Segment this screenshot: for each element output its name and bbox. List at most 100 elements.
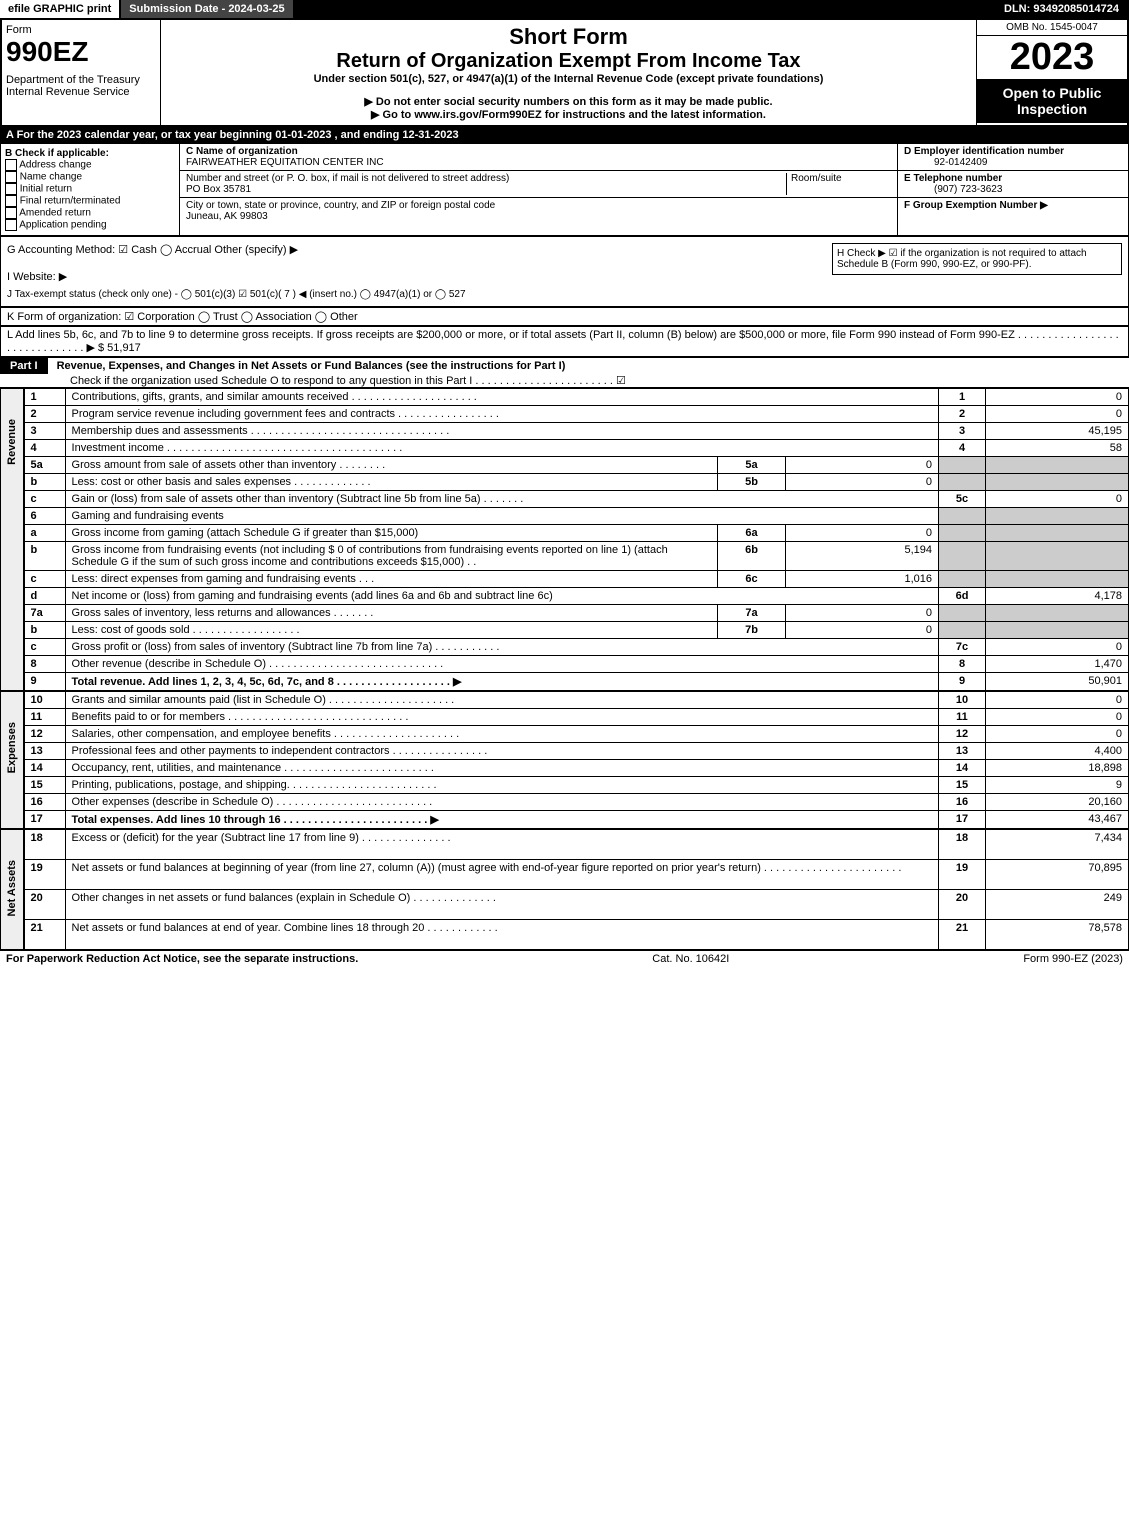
section-bcdef: B Check if applicable: Address change Na…: [0, 143, 1129, 236]
line-6c: cLess: direct expenses from gaming and f…: [24, 571, 1128, 588]
row-k-form-org: K Form of organization: ☑ Corporation ◯ …: [0, 307, 1129, 326]
e-phone: E Telephone number (907) 723-3623: [898, 171, 1128, 198]
city-label: City or town, state or province, country…: [186, 200, 495, 211]
line-12: 12Salaries, other compensation, and empl…: [24, 726, 1128, 743]
line-14: 14Occupancy, rent, utilities, and mainte…: [24, 760, 1128, 777]
revenue-table: 1Contributions, gifts, grants, and simil…: [24, 388, 1129, 691]
line-6: 6Gaming and fundraising events: [24, 508, 1128, 525]
sidebar-netassets: Net Assets: [0, 829, 24, 950]
footer-catno: Cat. No. 10642I: [652, 953, 729, 965]
chk-amended-return[interactable]: Amended return: [5, 207, 175, 219]
open-to-public: Open to Public Inspection: [977, 79, 1127, 123]
line-4: 4Investment income . . . . . . . . . . .…: [24, 440, 1128, 457]
form-number: 990EZ: [6, 36, 156, 68]
netassets-table: 18Excess or (deficit) for the year (Subt…: [24, 829, 1129, 950]
part1-check: Check if the organization used Schedule …: [0, 375, 626, 387]
line-11: 11Benefits paid to or for members . . . …: [24, 709, 1128, 726]
part1-title: Revenue, Expenses, and Changes in Net As…: [51, 358, 572, 374]
line-7b: bLess: cost of goods sold . . . . . . . …: [24, 622, 1128, 639]
line-2: 2Program service revenue including gover…: [24, 406, 1128, 423]
part1-bar: Part I: [0, 358, 48, 374]
street-value: PO Box 35781: [186, 184, 251, 195]
line-1: 1Contributions, gifts, grants, and simil…: [24, 389, 1128, 406]
omb-number: OMB No. 1545-0047: [977, 20, 1127, 36]
line-6d: dNet income or (loss) from gaming and fu…: [24, 588, 1128, 605]
d-label: D Employer identification number: [904, 146, 1064, 157]
line-19: 19Net assets or fund balances at beginni…: [24, 860, 1128, 890]
line-15: 15Printing, publications, postage, and s…: [24, 777, 1128, 794]
col-def: D Employer identification number 92-0142…: [897, 144, 1128, 235]
note-ssn: ▶ Do not enter social security numbers o…: [165, 95, 972, 108]
submission-date: Submission Date - 2024-03-25: [121, 0, 294, 18]
c-city-row: City or town, state or province, country…: [180, 198, 897, 224]
street-label: Number and street (or P. O. box, if mail…: [186, 173, 509, 184]
sidebar-revenue: Revenue: [0, 388, 24, 691]
line-8: 8Other revenue (describe in Schedule O) …: [24, 656, 1128, 673]
form-header: Form 990EZ Department of the Treasury In…: [0, 18, 1129, 127]
line-5b: bLess: cost or other basis and sales exp…: [24, 474, 1128, 491]
chk-address-change[interactable]: Address change: [5, 159, 175, 171]
section-ghijk: G Accounting Method: ☑ Cash ◯ Accrual Ot…: [0, 236, 1129, 307]
row-a-period: A For the 2023 calendar year, or tax yea…: [0, 127, 1129, 143]
header-left: Form 990EZ Department of the Treasury In…: [2, 20, 161, 125]
c-name-row: C Name of organization FAIRWEATHER EQUIT…: [180, 144, 897, 171]
line-21: 21Net assets or fund balances at end of …: [24, 920, 1128, 950]
line-18: 18Excess or (deficit) for the year (Subt…: [24, 830, 1128, 860]
room-label: Room/suite: [791, 173, 842, 184]
line-6b: bGross income from fundraising events (n…: [24, 542, 1128, 571]
d-value: 92-0142409: [904, 157, 987, 168]
form-word: Form: [6, 24, 156, 36]
f-label: F Group Exemption Number ▶: [904, 200, 1048, 211]
page-footer: For Paperwork Reduction Act Notice, see …: [0, 950, 1129, 967]
line-9: 9Total revenue. Add lines 1, 2, 3, 4, 5c…: [24, 673, 1128, 691]
b-label: B Check if applicable:: [5, 148, 175, 159]
topbar: efile GRAPHIC print Submission Date - 20…: [0, 0, 1129, 18]
chk-initial-return[interactable]: Initial return: [5, 183, 175, 195]
line-7a: 7aGross sales of inventory, less returns…: [24, 605, 1128, 622]
department: Department of the Treasury: [6, 74, 156, 86]
expenses-section: Expenses 10Grants and similar amounts pa…: [0, 691, 1129, 829]
c-street-row: Number and street (or P. O. box, if mail…: [180, 171, 897, 198]
col-c-org: C Name of organization FAIRWEATHER EQUIT…: [180, 144, 897, 235]
irs: Internal Revenue Service: [6, 86, 156, 98]
revenue-section: Revenue 1Contributions, gifts, grants, a…: [0, 388, 1129, 691]
line-6a: aGross income from gaming (attach Schedu…: [24, 525, 1128, 542]
line-16: 16Other expenses (describe in Schedule O…: [24, 794, 1128, 811]
e-label: E Telephone number: [904, 173, 1002, 184]
e-value: (907) 723-3623: [904, 184, 1002, 195]
title-return: Return of Organization Exempt From Incom…: [165, 50, 972, 73]
line-3: 3Membership dues and assessments . . . .…: [24, 423, 1128, 440]
org-name: FAIRWEATHER EQUITATION CENTER INC: [186, 157, 384, 168]
line-5c: cGain or (loss) from sale of assets othe…: [24, 491, 1128, 508]
line-17: 17Total expenses. Add lines 10 through 1…: [24, 811, 1128, 829]
tax-year: 2023: [977, 36, 1127, 79]
dln-number: DLN: 93492085014724: [996, 0, 1129, 18]
expenses-table: 10Grants and similar amounts paid (list …: [24, 691, 1129, 829]
chk-name-change[interactable]: Name change: [5, 171, 175, 183]
note-url[interactable]: ▶ Go to www.irs.gov/Form990EZ for instru…: [165, 108, 972, 121]
subtitle-section: Under section 501(c), 527, or 4947(a)(1)…: [165, 73, 972, 85]
header-center: Short Form Return of Organization Exempt…: [161, 20, 976, 125]
line-20: 20Other changes in net assets or fund ba…: [24, 890, 1128, 920]
netassets-section: Net Assets 18Excess or (deficit) for the…: [0, 829, 1129, 950]
footer-paperwork: For Paperwork Reduction Act Notice, see …: [6, 953, 358, 965]
line-10: 10Grants and similar amounts paid (list …: [24, 692, 1128, 709]
row-l-gross-receipts: L Add lines 5b, 6c, and 7b to line 9 to …: [0, 326, 1129, 357]
row-j-tax-exempt: J Tax-exempt status (check only one) - ◯…: [7, 289, 1122, 300]
col-b-checkboxes: B Check if applicable: Address change Na…: [1, 144, 180, 235]
line-5a: 5aGross amount from sale of assets other…: [24, 457, 1128, 474]
chk-final-return[interactable]: Final return/terminated: [5, 195, 175, 207]
city-value: Juneau, AK 99803: [186, 211, 268, 222]
line-7c: cGross profit or (loss) from sales of in…: [24, 639, 1128, 656]
line-13: 13Professional fees and other payments t…: [24, 743, 1128, 760]
chk-application-pending[interactable]: Application pending: [5, 219, 175, 231]
c-name-label: C Name of organization: [186, 146, 298, 157]
d-ein: D Employer identification number 92-0142…: [898, 144, 1128, 171]
part1-header: Part I Revenue, Expenses, and Changes in…: [0, 357, 1129, 388]
header-right: OMB No. 1545-0047 2023 Open to Public In…: [976, 20, 1127, 125]
title-short-form: Short Form: [165, 24, 972, 50]
row-h-schedule-b: H Check ▶ ☑ if the organization is not r…: [832, 243, 1122, 275]
f-group: F Group Exemption Number ▶: [898, 198, 1128, 213]
sidebar-expenses: Expenses: [0, 691, 24, 829]
efile-print-label[interactable]: efile GRAPHIC print: [0, 0, 121, 18]
